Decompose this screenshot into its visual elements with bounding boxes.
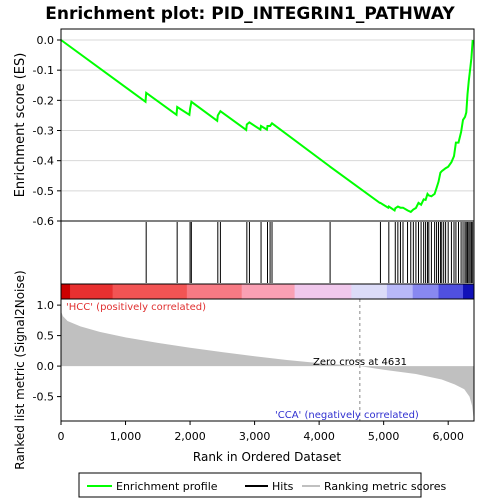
hits-panel <box>60 220 475 285</box>
heatmap-segment <box>70 284 114 299</box>
metric-y-tick-label: 0.0 <box>37 360 55 373</box>
es-y-tick-label: 0.0 <box>37 34 55 47</box>
enrichment-profile-line <box>60 39 474 214</box>
ranking-metric-area <box>61 311 474 420</box>
legend-ranking-metric-label: Ranking metric scores <box>324 480 446 493</box>
rank-heatmap-bar <box>61 284 475 299</box>
es-y-axis-label: Enrichment score (ES) <box>13 53 28 198</box>
x-tick-label: 5,000 <box>368 430 400 443</box>
legend: Enrichment profile Hits Ranking metric s… <box>78 472 446 498</box>
heatmap-segment <box>351 284 388 299</box>
x-tick-label: 3,000 <box>239 430 271 443</box>
x-tick-label: 1,000 <box>110 430 142 443</box>
es-y-tick-label: -0.3 <box>33 125 54 138</box>
legend-enrichment-profile-label: Enrichment profile <box>116 480 218 493</box>
chart-title: Enrichment plot: PID_INTEGRIN1_PATHWAY <box>45 4 455 24</box>
legend-hits-label: Hits <box>272 480 294 493</box>
metric-y-ticks: 1.0 0.5 0.0 -0.5 <box>33 299 61 404</box>
es-y-tick-label: -0.1 <box>33 64 54 77</box>
heatmap-segment <box>294 284 352 299</box>
metric-y-tick-label: 0.5 <box>37 330 55 343</box>
es-y-ticks: 0.0 -0.1 -0.2 -0.3 -0.4 -0.5 -0.6 <box>33 34 61 228</box>
metric-y-tick-label: -0.5 <box>33 391 54 404</box>
metric-panel-frame <box>60 298 475 422</box>
x-axis-label: Rank in Ordered Dataset <box>193 450 341 464</box>
heatmap-segment <box>386 284 414 299</box>
x-tick-label: 0 <box>58 430 65 443</box>
heatmap-segment <box>412 284 440 299</box>
es-y-tick-label: -0.5 <box>33 185 54 198</box>
es-y-tick-label: -0.2 <box>33 94 54 107</box>
metric-y-tick-label: 1.0 <box>37 299 55 312</box>
hit-marks <box>145 222 474 283</box>
heatmap-segment <box>241 284 296 299</box>
heatmap-segment <box>438 284 464 299</box>
metric-panel: 1.0 0.5 0.0 -0.5 0 1,000 2,000 3,000 4,000 5,000… <box>13 270 475 470</box>
heatmap-segment <box>112 284 188 299</box>
heatmap-segment <box>186 284 243 299</box>
positive-correlation-label: 'HCC' (positively correlated) <box>66 302 206 313</box>
zero-cross-label: Zero cross at 4631 <box>313 357 407 368</box>
x-tick-label: 4,000 <box>303 430 335 443</box>
negative-correlation-label: 'CCA' (negatively correlated) <box>275 410 419 421</box>
x-tick-label: 6,000 <box>432 430 464 443</box>
heatmap-segment <box>61 284 71 299</box>
heatmap-segment <box>463 284 475 299</box>
es-y-tick-label: -0.6 <box>33 215 54 228</box>
x-tick-label: 2,000 <box>174 430 206 443</box>
metric-x-ticks: 0 1,000 2,000 3,000 4,000 5,000 6,000 <box>58 421 464 443</box>
metric-y-axis-label: Ranked list metric (Signal2Noise) <box>13 270 27 469</box>
es-panel: 0.0 -0.1 -0.2 -0.3 -0.4 -0.5 -0.6 Enrichment s… <box>13 28 475 228</box>
es-y-tick-label: -0.4 <box>33 155 54 168</box>
